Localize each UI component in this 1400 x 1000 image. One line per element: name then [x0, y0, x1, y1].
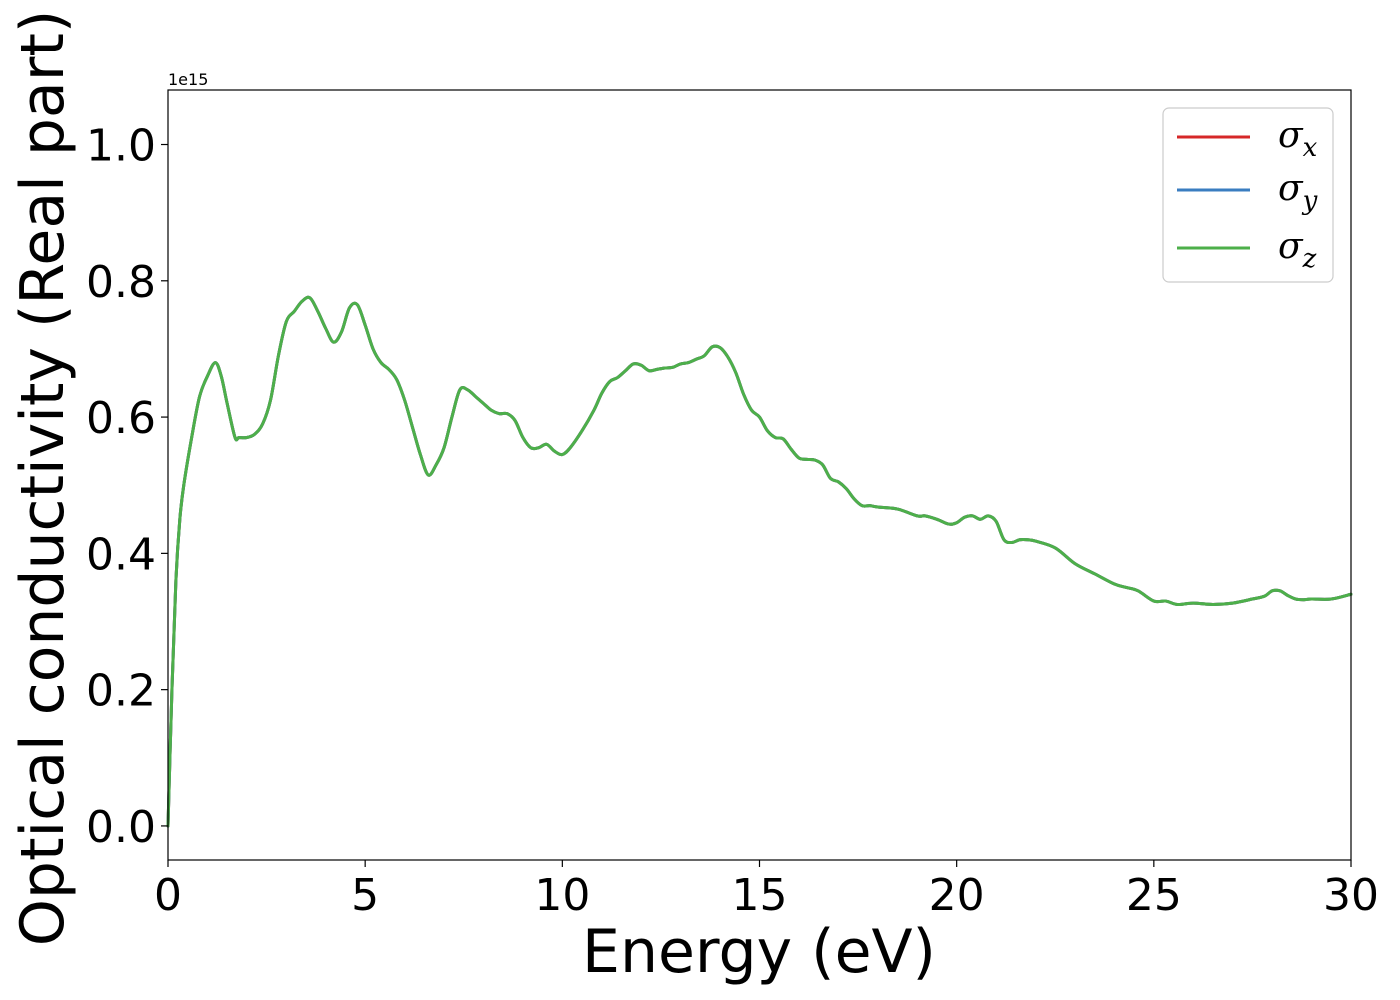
- x-tick-label: 30: [1323, 870, 1379, 921]
- x-tick-label: 25: [1126, 870, 1182, 921]
- x-axis: 0 5 10 15 20 25 30: [154, 860, 1379, 921]
- series-layer: [166, 295, 1353, 828]
- legend-label-sigma-y: σy: [1278, 168, 1318, 216]
- legend-box: [1162, 107, 1334, 283]
- legend-label-sigma-z: σz: [1278, 226, 1317, 274]
- plot-area: [168, 90, 1351, 860]
- x-axis-label: Energy (eV): [582, 917, 936, 987]
- y-tick-label: 1.0: [86, 121, 156, 172]
- y-tick-label: 0.4: [86, 529, 156, 580]
- y-tick-label: 0.8: [86, 257, 156, 308]
- y-tick-label: 0.0: [86, 802, 156, 853]
- y-tick-label: 0.6: [86, 393, 156, 444]
- y-axis-label: Optical conductivity (Real part): [8, 10, 78, 947]
- y-tick-label: 0.2: [86, 666, 156, 717]
- x-tick-label: 0: [154, 870, 182, 921]
- x-tick-label: 20: [929, 870, 985, 921]
- series-line-sigma-z: [166, 295, 1353, 828]
- x-tick-label: 10: [534, 870, 590, 921]
- x-tick-label: 15: [732, 870, 788, 921]
- legend-label-sigma-x: σx: [1278, 115, 1318, 163]
- y-axis: 0.0 0.2 0.4 0.6 0.8 1.0: [86, 121, 168, 853]
- x-tick-label: 5: [351, 870, 379, 921]
- legend: σx σy σz: [1162, 107, 1334, 283]
- y-offset-label: 1e15: [168, 70, 208, 89]
